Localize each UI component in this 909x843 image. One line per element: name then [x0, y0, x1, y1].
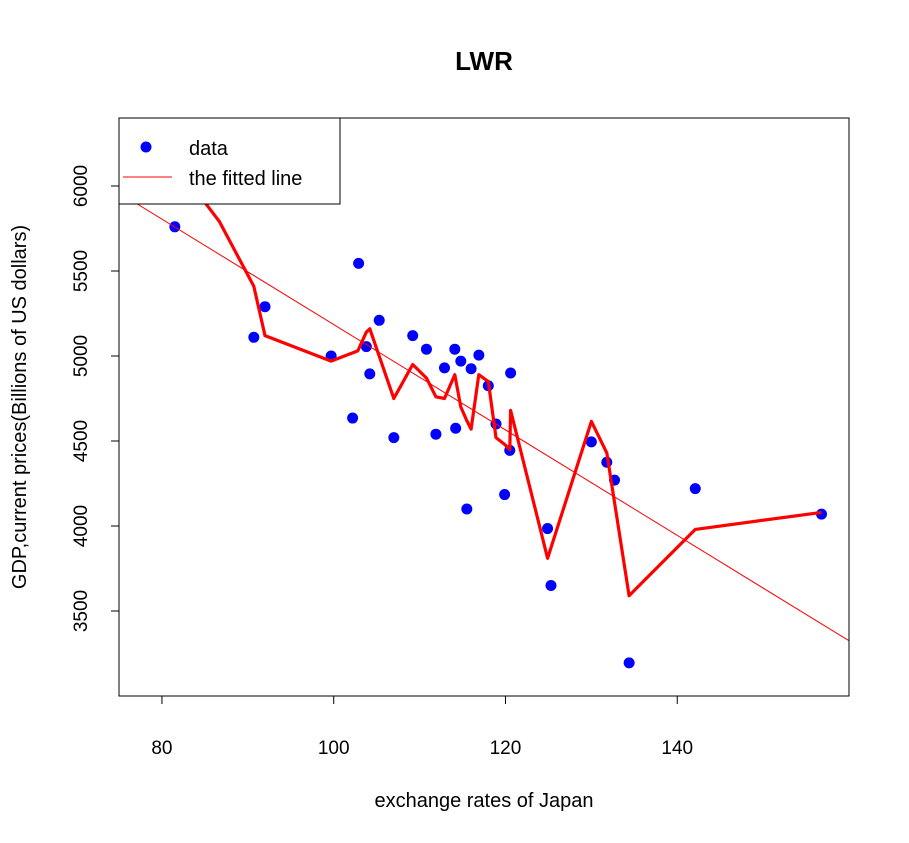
data-point — [585, 436, 597, 448]
data-point — [542, 523, 554, 535]
x-axis: 80 100 120 140 — [151, 695, 693, 759]
y-tick-label: 5500 — [71, 250, 92, 292]
data-point — [473, 349, 485, 361]
y-axis-label: GDP,current prices(Billions of US dollar… — [9, 225, 31, 589]
x-tick-label: 120 — [490, 738, 522, 759]
data-point — [450, 422, 462, 434]
y-tick-label: 5000 — [71, 335, 92, 377]
data-point — [259, 301, 271, 313]
data-point — [689, 483, 701, 495]
chart-title: LWR — [455, 46, 513, 76]
data-point — [449, 343, 461, 355]
data-point — [360, 341, 372, 353]
y-tick-label: 4500 — [71, 420, 92, 462]
legend-data-label: data — [189, 138, 229, 160]
x-axis-label: exchange rates of Japan — [374, 790, 593, 812]
data-point — [461, 503, 473, 515]
data-point — [373, 314, 385, 326]
legend: data the fitted line — [118, 117, 341, 205]
data-point — [364, 368, 376, 380]
data-point — [623, 657, 635, 669]
plot-frame — [118, 117, 850, 697]
data-point — [545, 580, 557, 591]
data-point — [499, 489, 511, 501]
x-tick-label: 100 — [318, 738, 350, 759]
y-tick-label: 4000 — [71, 505, 92, 547]
y-axis: 3500 4000 4500 5000 5500 6000 — [71, 165, 120, 632]
data-point — [455, 355, 467, 367]
data-point — [420, 343, 432, 355]
x-tick-label: 80 — [151, 738, 172, 759]
data-point — [248, 331, 260, 343]
data-point — [438, 362, 450, 374]
data-point — [388, 432, 400, 444]
legend-box — [118, 117, 341, 205]
data-point — [465, 363, 477, 375]
y-tick-label: 6000 — [71, 165, 92, 207]
data-point — [347, 412, 359, 424]
data-point — [430, 428, 442, 440]
data-point — [353, 257, 365, 269]
y-tick-label: 3500 — [71, 590, 92, 632]
fitted-line — [119, 192, 849, 642]
data-point — [407, 330, 419, 342]
lwr-curve — [138, 118, 822, 598]
legend-fitted-line-label: the fitted line — [189, 168, 302, 190]
legend-data-marker — [140, 141, 152, 153]
series-layer — [119, 118, 849, 669]
x-tick-label: 140 — [661, 738, 693, 759]
data-point — [505, 367, 517, 379]
